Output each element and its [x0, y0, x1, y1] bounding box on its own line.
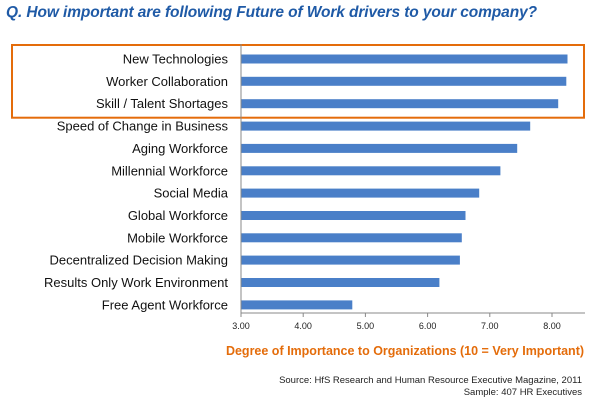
category-label: Mobile Workforce: [127, 230, 228, 245]
category-label: Social Media: [154, 186, 229, 201]
chart-title: Q. How important are following Future of…: [6, 4, 537, 21]
category-label: New Technologies: [123, 52, 229, 67]
category-label: Free Agent Workforce: [102, 297, 228, 312]
bar: [241, 300, 353, 310]
x-tick-label: 4.00: [294, 321, 312, 331]
x-tick-label: 8.00: [543, 321, 561, 331]
bar: [241, 121, 531, 131]
bar: [241, 233, 462, 243]
x-axis: 3.00 4.00 5.00 6.00 7.00 8.00: [232, 44, 585, 331]
bar: [241, 278, 440, 287]
highlight-layer: [11, 44, 585, 119]
category-label: Skill / Talent Shortages: [96, 96, 228, 111]
source-note: Source: HfS Research and Human Resource …: [279, 375, 582, 386]
bars-layer: [241, 54, 568, 310]
category-label: Decentralized Decision Making: [50, 253, 228, 268]
x-tick-label: 3.00: [232, 321, 250, 331]
footer: Source: HfS Research and Human Resource …: [279, 375, 582, 399]
category-label: Aging Workforce: [132, 141, 228, 156]
category-label: Speed of Change in Business: [57, 119, 229, 134]
bar: [241, 54, 568, 64]
sample-note: Sample: 407 HR Executives: [463, 387, 582, 398]
bar: [241, 76, 567, 86]
bar: [241, 188, 480, 198]
bar: [241, 143, 518, 153]
category-labels: New Technologies Worker Collaboration Skil…: [44, 52, 229, 313]
bar: [241, 166, 501, 176]
x-tick-label: 6.00: [419, 321, 437, 331]
category-label: Worker Collaboration: [106, 74, 228, 89]
bar: [241, 211, 466, 220]
highlight-box: [11, 44, 585, 119]
bar: [241, 255, 460, 265]
x-tick-label: 7.00: [481, 321, 499, 331]
category-label: Global Workforce: [128, 208, 228, 223]
category-label: Results Only Work Environment: [44, 275, 228, 290]
x-axis-label: Degree of Importance to Organizations (1…: [226, 344, 584, 358]
x-tick-label: 5.00: [357, 321, 375, 331]
bar: [241, 99, 559, 109]
category-label: Millennial Workforce: [111, 163, 228, 178]
